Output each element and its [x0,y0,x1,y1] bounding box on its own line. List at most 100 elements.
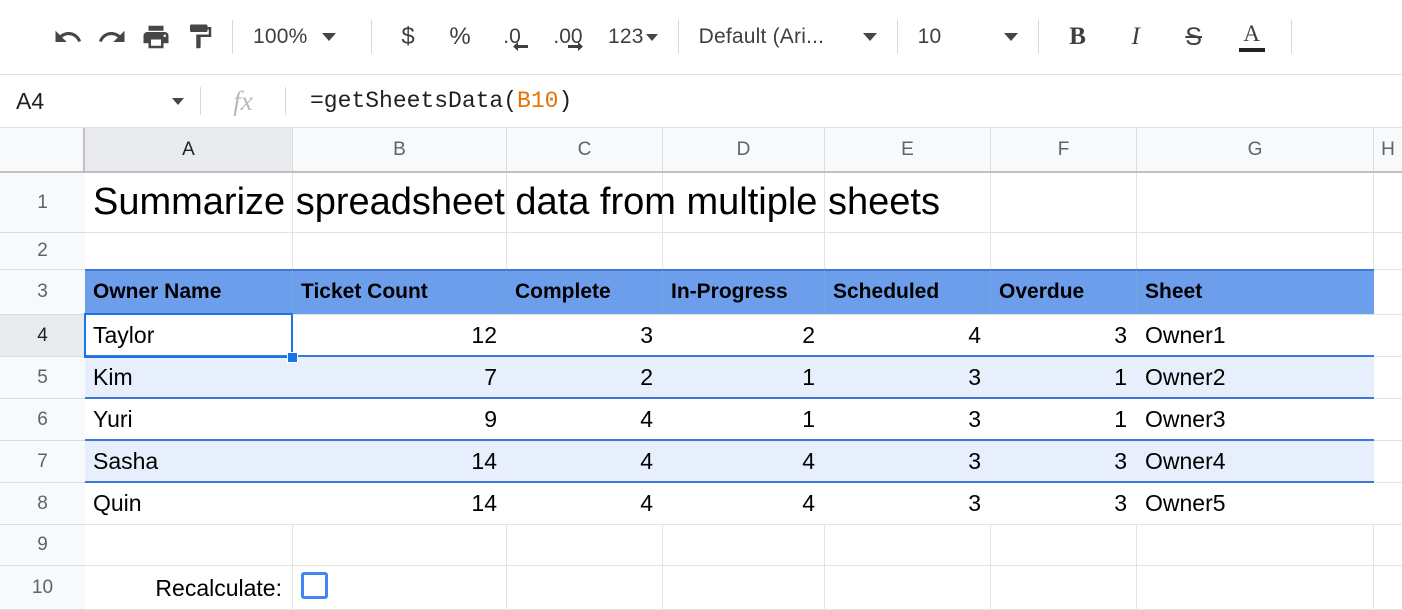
row-header-1[interactable]: 1 [0,173,85,233]
cell-F5[interactable]: 1 [1114,364,1127,390]
increase-decimal-label: .00 [553,25,583,48]
cell-B6[interactable]: 9 [484,406,497,432]
table-header-in-progress[interactable]: In-Progress [671,280,788,303]
cell-E8[interactable]: 3 [968,490,981,516]
row-header-7[interactable]: 7 [0,441,85,483]
recalculate-checkbox[interactable] [301,572,328,599]
cell-E7[interactable]: 3 [968,448,981,474]
row-header-5[interactable]: 5 [0,357,85,399]
table-header-overdue[interactable]: Overdue [999,280,1085,303]
zoom-dropdown[interactable]: 100% [243,14,361,60]
increase-decimal-button[interactable]: .00 [538,14,598,60]
undo-icon[interactable] [46,14,90,60]
recalculate-label[interactable]: Recalculate: [155,574,282,601]
bold-button[interactable]: B [1049,14,1107,60]
cell-B5[interactable]: 7 [484,364,497,390]
column-header-B[interactable]: B [293,128,507,171]
percent-format-button[interactable]: % [434,14,486,60]
cell-A4[interactable]: Taylor [93,322,155,348]
column-header-G[interactable]: G [1137,128,1374,171]
cell-G6[interactable]: Owner3 [1145,406,1226,432]
currency-format-button[interactable]: $ [382,14,434,60]
formula-input[interactable]: =getSheetsData(B10) [286,75,1402,128]
row-header-6[interactable]: 6 [0,399,85,441]
cell-A6[interactable]: Yuri [93,406,133,432]
cell-D8[interactable]: 4 [802,490,815,516]
cell-G8[interactable]: Owner5 [1145,490,1226,516]
row-header-10[interactable]: 10 [0,566,85,610]
column-header-D[interactable]: D [663,128,825,171]
decrease-decimal-button[interactable]: .0 [486,14,538,60]
select-all-corner[interactable] [0,128,85,173]
row-header-8[interactable]: 8 [0,483,85,525]
column-header-F[interactable]: F [991,128,1137,171]
cell-F6[interactable]: 1 [1114,406,1127,432]
cell-B4[interactable]: 12 [471,322,497,348]
table-header-owner-name[interactable]: Owner Name [93,280,222,303]
row-header-2[interactable]: 2 [0,233,85,270]
fx-icon: fx [201,86,285,117]
row-header-9[interactable]: 9 [0,525,85,566]
cell-E5[interactable]: 3 [968,364,981,390]
cell-E4[interactable]: 4 [968,322,981,348]
row-label: 10 [31,576,54,598]
cell-A5[interactable]: Kim [93,364,133,390]
table-border-row-7 [85,481,1374,483]
table-row-background [85,357,1374,398]
table-header-sheet[interactable]: Sheet [1145,280,1203,303]
italic-button[interactable]: I [1107,14,1165,60]
cell-A8[interactable]: Quin [93,490,142,516]
currency-label: $ [401,23,415,50]
table-header-ticket-count[interactable]: Ticket Count [301,280,428,303]
table-border-row-4 [85,355,1374,357]
cell-D4[interactable]: 2 [802,322,815,348]
cell-E6[interactable]: 3 [968,406,981,432]
print-icon[interactable] [134,14,178,60]
cell-G4[interactable]: Owner1 [1145,322,1226,348]
gridline-h-1 [85,232,1402,233]
font-family-dropdown[interactable]: Default (Ari... [689,14,887,60]
toolbar-divider-4 [896,20,898,54]
table-header-scheduled[interactable]: Scheduled [833,280,940,303]
column-header-E[interactable]: E [825,128,991,171]
cell-C8[interactable]: 4 [640,490,653,516]
column-label: C [577,138,592,160]
text-color-button[interactable]: A [1223,14,1281,60]
fill-handle[interactable] [287,352,298,363]
column-header-H[interactable]: H [1374,128,1402,171]
column-header-A[interactable]: A [85,128,293,171]
font-size-dropdown[interactable]: 10 [908,14,1028,60]
cell-B8[interactable]: 14 [471,490,497,516]
cell-G7[interactable]: Owner4 [1145,448,1226,474]
cell-G5[interactable]: Owner2 [1145,364,1226,390]
row-header-4[interactable]: 4 [0,315,85,357]
fx-label: fx [233,85,253,116]
cell-B7[interactable]: 14 [471,448,497,474]
cell-C5[interactable]: 2 [640,364,653,390]
table-header-complete[interactable]: Complete [515,280,611,303]
row-label: 4 [37,324,48,346]
cell-F8[interactable]: 3 [1114,490,1127,516]
cell-F4[interactable]: 3 [1114,322,1127,348]
formula-prefix: =getSheetsData( [310,88,518,114]
cell-C6[interactable]: 4 [640,406,653,432]
row-header-3[interactable]: 3 [0,270,85,315]
cell-D6[interactable]: 1 [802,406,815,432]
paint-format-icon[interactable] [178,14,222,60]
cell-C4[interactable]: 3 [640,322,653,348]
redo-icon[interactable] [90,14,134,60]
cell-C7[interactable]: 4 [640,448,653,474]
name-box[interactable]: A4 [0,75,200,128]
more-formats-dropdown[interactable]: 123 [598,14,668,60]
strikethrough-button[interactable]: S [1165,14,1223,60]
column-header-C[interactable]: C [507,128,663,171]
cell-F7[interactable]: 3 [1114,448,1127,474]
chevron-down-icon [321,33,336,41]
page-title[interactable]: Summarize spreadsheet data from multiple… [93,181,940,223]
cell-A7[interactable]: Sasha [93,448,159,474]
table-header-divider [824,270,825,314]
cell-D5[interactable]: 1 [802,364,815,390]
text-color-swatch [1238,48,1265,52]
table-header-divider [662,270,663,314]
cell-D7[interactable]: 4 [802,448,815,474]
